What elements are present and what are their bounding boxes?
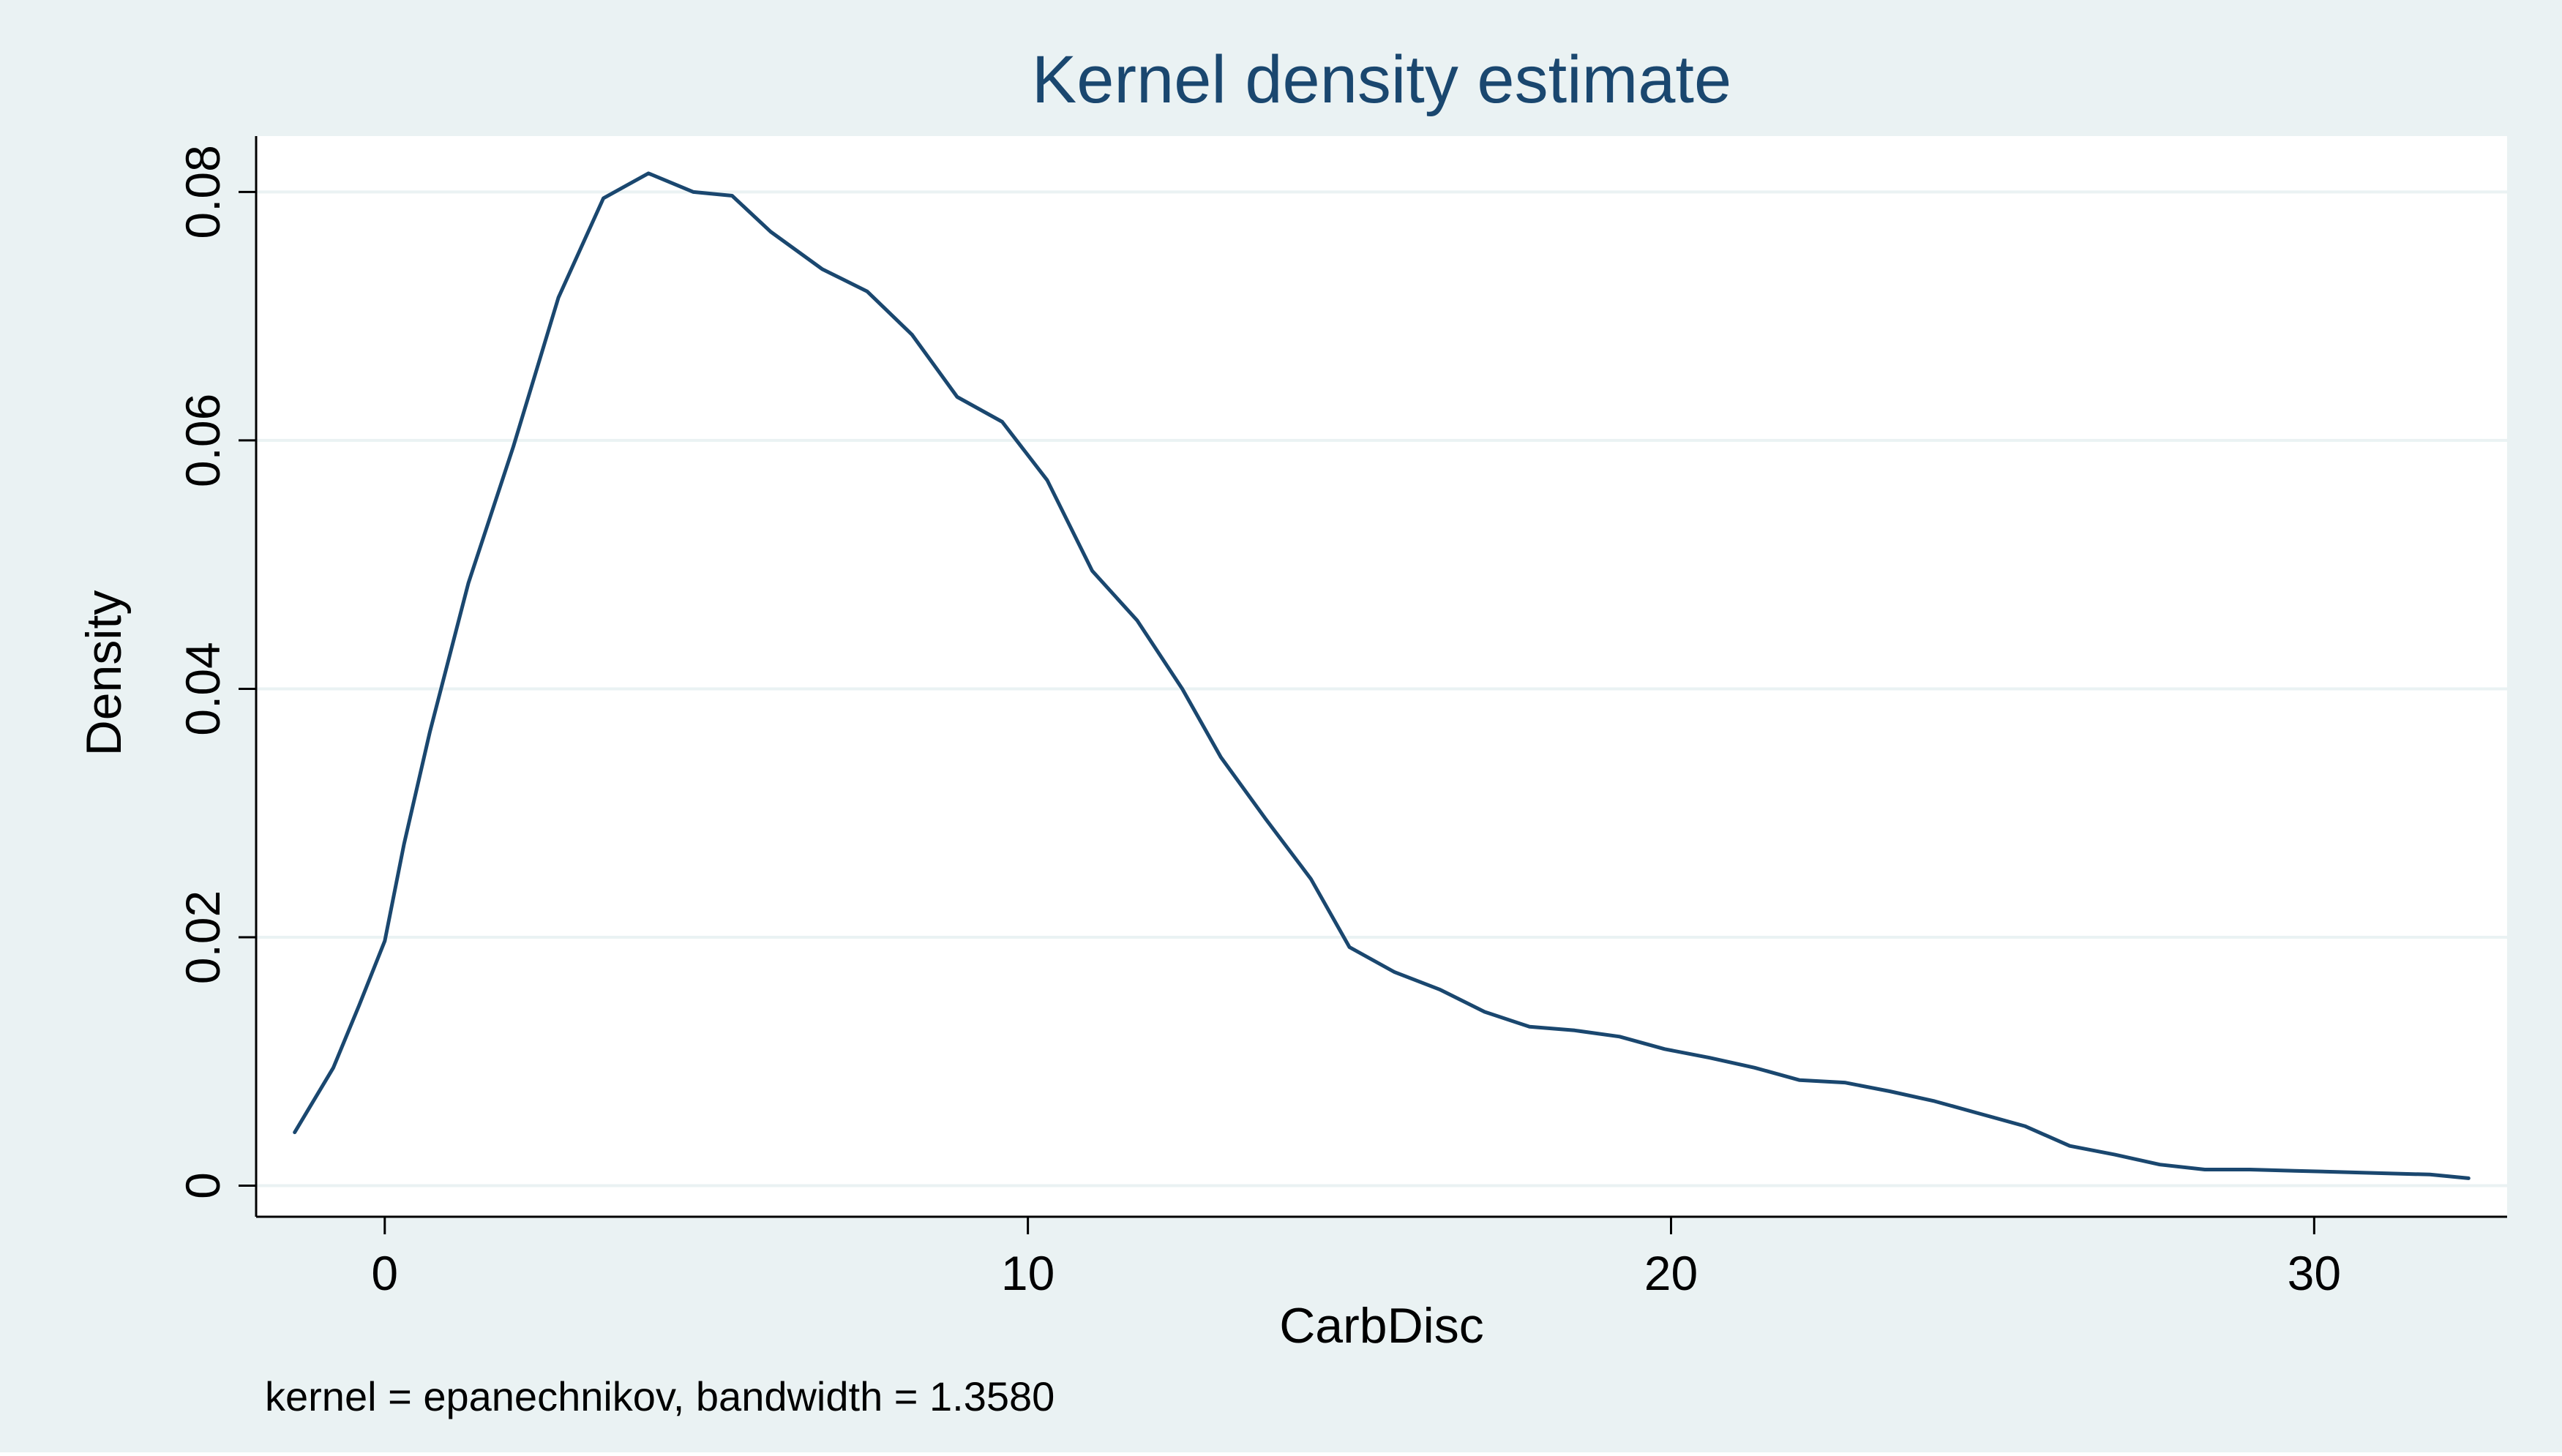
x-axis-label: CarbDisc — [1279, 1298, 1484, 1354]
y-tick-label-2: 0.04 — [176, 642, 230, 735]
x-axis-ticks: 0 10 20 30 — [371, 1217, 2341, 1300]
kernel-note: kernel = epanechnikov, bandwidth = 1.358… — [265, 1373, 1055, 1419]
x-tick-label-1: 10 — [1001, 1246, 1055, 1300]
plot-area — [256, 136, 2507, 1217]
y-axis-ticks: 0 0.02 0.04 0.06 0.08 — [176, 145, 256, 1199]
x-tick-label-3: 30 — [2288, 1246, 2341, 1300]
density-line — [293, 171, 2471, 1180]
x-tick-label-2: 20 — [1644, 1246, 1698, 1300]
x-tick-label-0: 0 — [371, 1246, 398, 1300]
y-tick-label-0: 0 — [176, 1172, 230, 1199]
gridlines — [256, 190, 2507, 1187]
y-tick-label-1: 0.02 — [176, 890, 230, 984]
y-tick-label-3: 0.06 — [176, 394, 230, 487]
y-tick-label-4: 0.08 — [176, 145, 230, 239]
y-axis-label: Density — [76, 590, 132, 757]
chart-title: Kernel density estimate — [1032, 42, 1731, 117]
